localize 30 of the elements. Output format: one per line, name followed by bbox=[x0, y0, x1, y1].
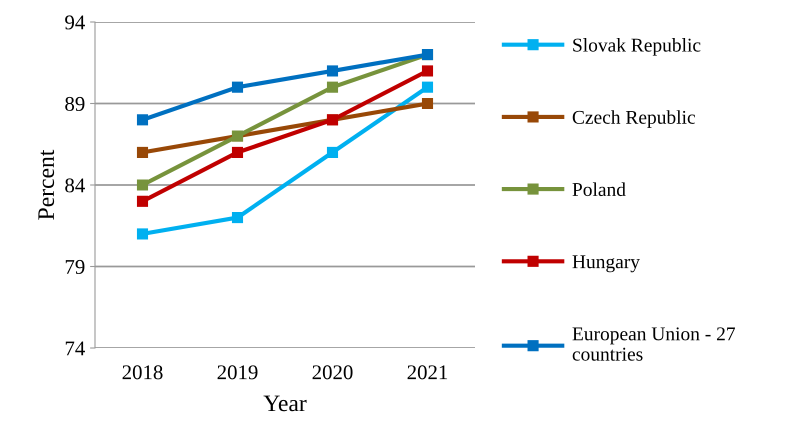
x-tick-label: 2020 bbox=[312, 365, 353, 380]
point bbox=[326, 65, 338, 76]
point bbox=[326, 82, 338, 93]
point bbox=[232, 212, 244, 224]
point bbox=[136, 196, 148, 207]
point bbox=[422, 98, 434, 110]
legend-label: Hungary bbox=[572, 255, 640, 272]
x-tick-label: 2019 bbox=[218, 365, 258, 380]
y-tick-label: 74 bbox=[66, 342, 85, 356]
y-axis-title: Percent bbox=[38, 150, 54, 220]
point bbox=[232, 82, 244, 93]
point bbox=[136, 114, 148, 126]
x-axis-title: Year bbox=[264, 396, 307, 412]
legend-label: Slovak Republic bbox=[573, 38, 700, 56]
point bbox=[422, 82, 434, 93]
point bbox=[136, 179, 148, 191]
y-tick-label: 94 bbox=[65, 15, 85, 30]
point bbox=[232, 146, 244, 158]
legend-label: Czech Republic bbox=[572, 110, 696, 128]
y-tick-label: 89 bbox=[65, 96, 84, 111]
legend-label: Poland bbox=[572, 182, 626, 196]
point bbox=[326, 146, 338, 158]
point bbox=[422, 65, 434, 76]
x-tick-label: 2018 bbox=[122, 365, 163, 380]
y-tick-label: 84 bbox=[65, 178, 85, 192]
y-tick-label: 79 bbox=[66, 260, 84, 274]
x-tick-label: 2021 bbox=[408, 365, 448, 380]
legend-label: European Union - 27 countries bbox=[572, 327, 736, 361]
point bbox=[136, 228, 148, 240]
point bbox=[136, 146, 148, 158]
